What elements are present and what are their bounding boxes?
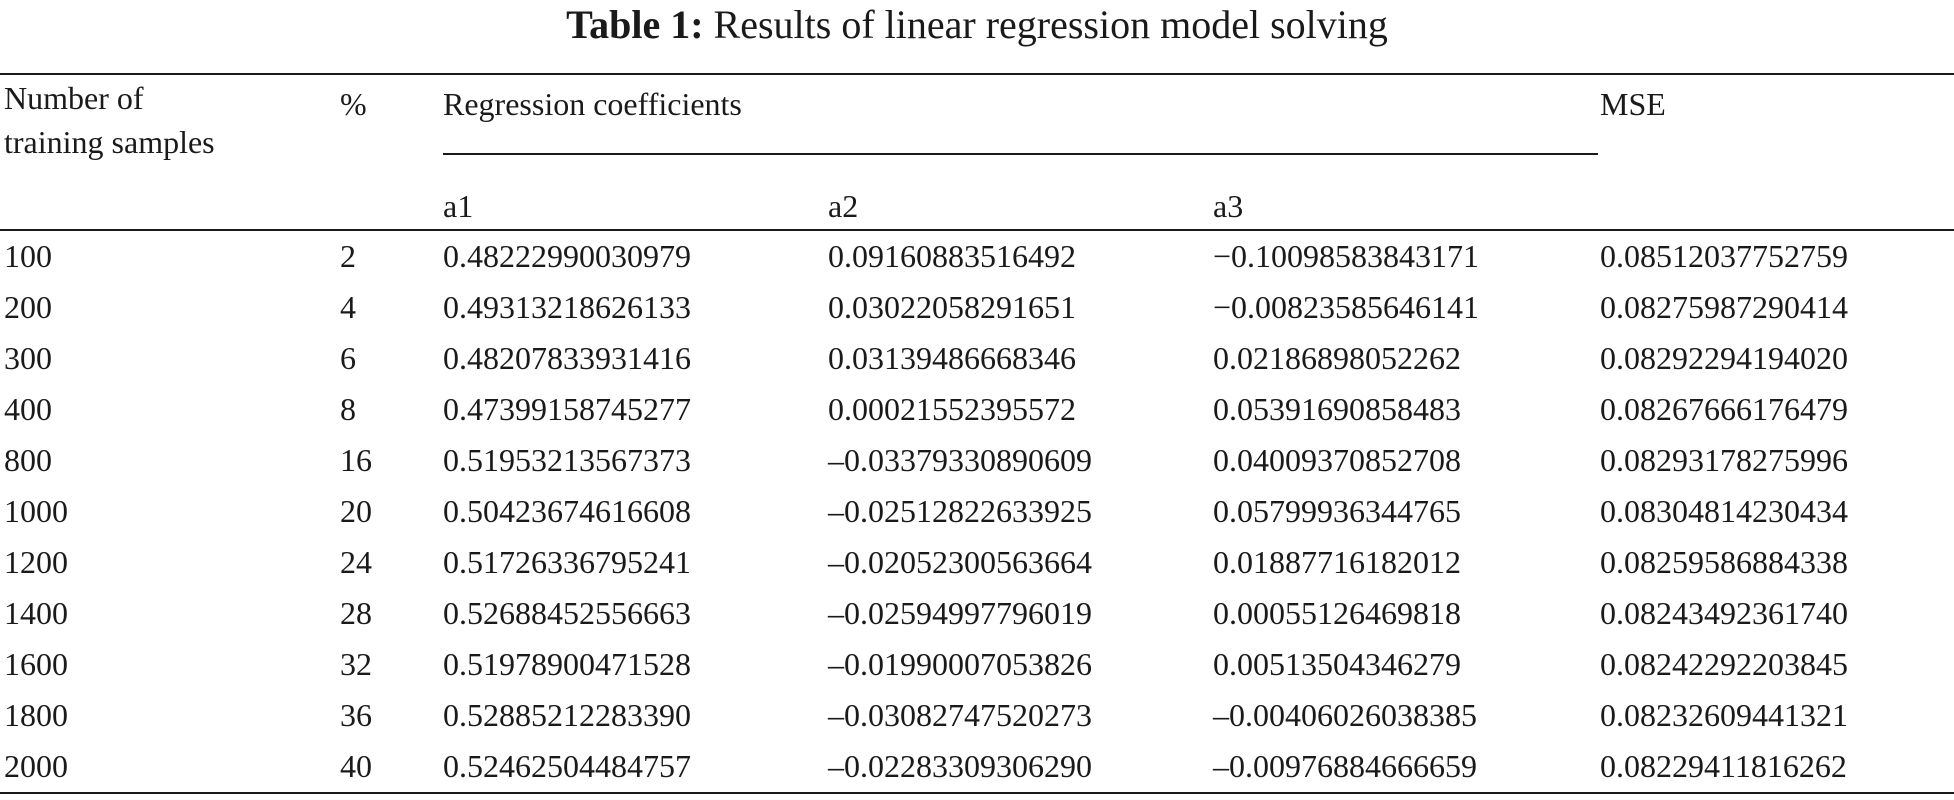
table-row: 1400 28 0.52688452556663 –0.025949977960…: [0, 589, 1954, 640]
cell-a2: –0.02594997796019: [828, 595, 1092, 631]
cell-a3: 0.04009370852708: [1213, 442, 1461, 478]
cell-a2: –0.03379330890609: [828, 442, 1092, 478]
cell-samples: 1200: [4, 544, 68, 580]
cell-mse: 0.08293178275996: [1600, 442, 1848, 478]
cell-a3: –0.00406026038385: [1213, 697, 1477, 733]
cell-a3: 0.05391690858483: [1213, 391, 1461, 427]
cell-percent: 20: [340, 493, 372, 529]
cell-a2: 0.03139486668346: [828, 340, 1076, 376]
cell-samples: 2000: [4, 748, 68, 784]
table-row: 300 6 0.48207833931416 0.03139486668346 …: [0, 334, 1954, 385]
cell-a3: –0.00976884666659: [1213, 748, 1477, 784]
cell-a2: –0.02052300563664: [828, 544, 1092, 580]
cell-samples: 200: [4, 289, 52, 325]
cell-samples: 100: [4, 238, 52, 274]
table-row: 1600 32 0.51978900471528 –0.019900070538…: [0, 640, 1954, 691]
cell-mse: 0.08512037752759: [1600, 238, 1848, 274]
cell-a1: 0.50423674616608: [443, 493, 691, 529]
header-samples-line2: training samples: [4, 124, 215, 160]
coefficients-subrule: [443, 153, 1598, 155]
cell-percent: 8: [340, 391, 356, 427]
cell-a2: –0.02283309306290: [828, 748, 1092, 784]
header-mse: MSE: [1600, 86, 1666, 122]
table-row: 1000 20 0.50423674616608 –0.025128226339…: [0, 487, 1954, 538]
cell-a1: 0.48207833931416: [443, 340, 691, 376]
cell-a1: 0.49313218626133: [443, 289, 691, 325]
table-row: 1200 24 0.51726336795241 –0.020523005636…: [0, 538, 1954, 589]
table-row: 200 4 0.49313218626133 0.03022058291651 …: [0, 283, 1954, 334]
cell-percent: 36: [340, 697, 372, 733]
header-samples-line1: Number of: [4, 80, 144, 116]
cell-mse: 0.08267666176479: [1600, 391, 1848, 427]
cell-a1: 0.52462504484757: [443, 748, 691, 784]
cell-mse: 0.08232609441321: [1600, 697, 1848, 733]
cell-mse: 0.08259586884338: [1600, 544, 1848, 580]
cell-a2: –0.01990007053826: [828, 646, 1092, 682]
table-caption: Table 1: Results of linear regression mo…: [0, 0, 1954, 62]
cell-percent: 32: [340, 646, 372, 682]
cell-percent: 2: [340, 238, 356, 274]
cell-a1: 0.48222990030979: [443, 238, 691, 274]
cell-percent: 4: [340, 289, 356, 325]
cell-samples: 800: [4, 442, 52, 478]
table-caption-text: Results of linear regression model solvi…: [713, 2, 1388, 47]
header-regression-coefficients: Regression coefficients: [443, 86, 742, 122]
cell-percent: 24: [340, 544, 372, 580]
header-a1: a1: [443, 188, 474, 224]
cell-a3: 0.00513504346279: [1213, 646, 1461, 682]
cell-a3: 0.01887716182012: [1213, 544, 1461, 580]
cell-a1: 0.47399158745277: [443, 391, 691, 427]
cell-a1: 0.51978900471528: [443, 646, 691, 682]
cell-samples: 1000: [4, 493, 68, 529]
bottom-rule: [0, 792, 1954, 794]
cell-mse: 0.08292294194020: [1600, 340, 1848, 376]
cell-a2: –0.02512822633925: [828, 493, 1092, 529]
table-row: 2000 40 0.52462504484757 –0.022833093062…: [0, 742, 1954, 793]
cell-samples: 300: [4, 340, 52, 376]
cell-a2: 0.03022058291651: [828, 289, 1076, 325]
cell-percent: 6: [340, 340, 356, 376]
table-caption-label: Table 1:: [566, 2, 704, 47]
cell-a3: −0.10098583843171: [1213, 238, 1480, 274]
cell-samples: 400: [4, 391, 52, 427]
cell-mse: 0.08242292203845: [1600, 646, 1848, 682]
cell-mse: 0.08243492361740: [1600, 595, 1848, 631]
cell-a1: 0.51953213567373: [443, 442, 691, 478]
cell-mse: 0.08229411816262: [1600, 748, 1847, 784]
cell-samples: 1400: [4, 595, 68, 631]
cell-a3: 0.00055126469818: [1213, 595, 1461, 631]
cell-a1: 0.52885212283390: [443, 697, 691, 733]
cell-mse: 0.08304814230434: [1600, 493, 1848, 529]
cell-a2: 0.09160883516492: [828, 238, 1076, 274]
table-row: 400 8 0.47399158745277 0.00021552395572 …: [0, 385, 1954, 436]
cell-samples: 1600: [4, 646, 68, 682]
cell-a3: 0.05799936344765: [1213, 493, 1461, 529]
cell-a2: 0.00021552395572: [828, 391, 1076, 427]
header-a2: a2: [828, 188, 859, 224]
cell-a1: 0.51726336795241: [443, 544, 691, 580]
header-a3: a3: [1213, 188, 1244, 224]
cell-a3: 0.02186898052262: [1213, 340, 1461, 376]
cell-a3: −0.00823585646141: [1213, 289, 1480, 325]
cell-percent: 40: [340, 748, 372, 784]
table-row: 100 2 0.48222990030979 0.09160883516492 …: [0, 232, 1954, 283]
table-row: 1800 36 0.52885212283390 –0.030827475202…: [0, 691, 1954, 742]
cell-samples: 1800: [4, 697, 68, 733]
top-rule: [0, 73, 1954, 75]
cell-a1: 0.52688452556663: [443, 595, 691, 631]
cell-a2: –0.03082747520273: [828, 697, 1092, 733]
cell-percent: 16: [340, 442, 372, 478]
header-percent: %: [340, 86, 367, 122]
table-row: 800 16 0.51953213567373 –0.0337933089060…: [0, 436, 1954, 487]
cell-mse: 0.08275987290414: [1600, 289, 1848, 325]
cell-percent: 28: [340, 595, 372, 631]
header-rule: [0, 229, 1954, 231]
